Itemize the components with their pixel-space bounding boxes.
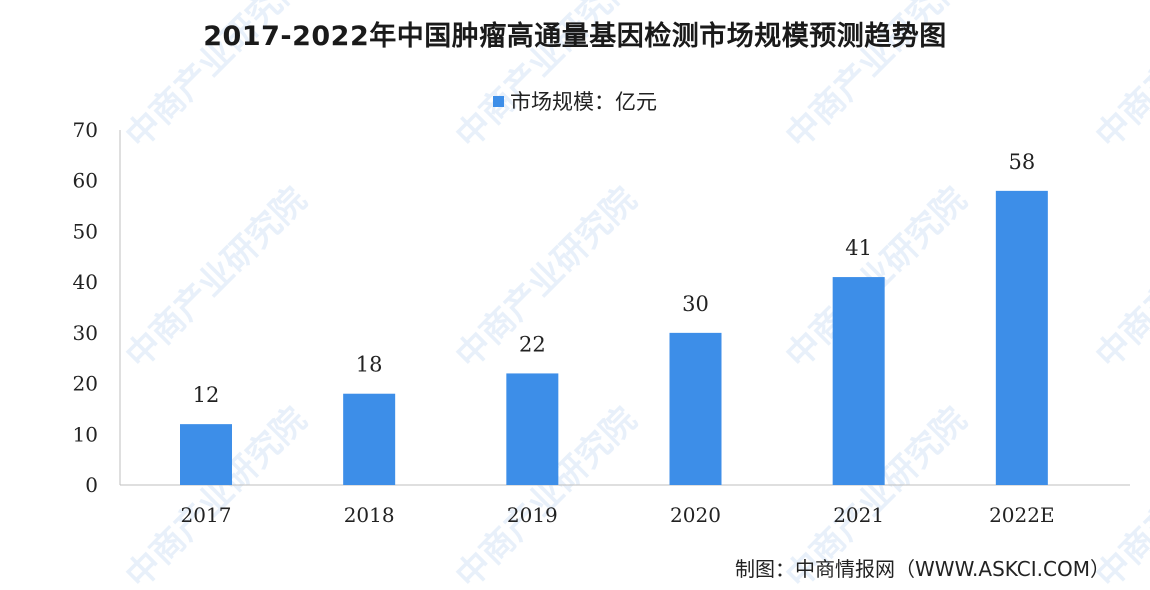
y-tick-label: 0 <box>85 473 98 497</box>
x-axis: 2017 2018 2019 2020 2021 2022E <box>120 484 1130 527</box>
bar <box>995 190 1048 485</box>
watermark-text: 中商产业研究院 <box>118 180 315 377</box>
x-tick-label: 2017 <box>181 503 232 527</box>
x-tick-label: 2020 <box>670 503 721 527</box>
x-tick-label: 2019 <box>507 503 558 527</box>
x-tick-label: 2018 <box>344 503 395 527</box>
y-tick-label: 50 <box>73 219 98 243</box>
y-tick-label: 40 <box>73 270 98 294</box>
bar <box>669 332 722 485</box>
x-tick-label: 2022E <box>989 503 1055 527</box>
legend-label: 市场规模：亿元 <box>510 90 657 114</box>
source-note: 制图：中商情报网（WWW.ASKCI.COM） <box>735 557 1110 581</box>
y-tick-label: 60 <box>73 169 98 193</box>
y-tick-label: 30 <box>73 321 98 345</box>
bar-labels-group: 12 18 22 30 41 58 <box>193 150 1036 407</box>
bar-value-label: 58 <box>1008 150 1035 174</box>
bar-value-label: 12 <box>193 383 220 407</box>
bar <box>506 373 559 485</box>
y-tick-label: 10 <box>73 422 98 446</box>
bar <box>180 424 232 485</box>
watermark-text: 中商产业研究院 <box>1088 180 1150 377</box>
bar-value-label: 30 <box>682 292 709 316</box>
bar-value-label: 18 <box>356 353 383 377</box>
chart-title: 2017-2022年中国肿瘤高通量基因检测市场规模预测趋势图 <box>203 21 947 52</box>
bars-group <box>180 190 1048 485</box>
y-axis: 0 10 20 30 40 50 60 70 <box>73 118 121 497</box>
bar <box>832 277 885 485</box>
y-tick-label: 70 <box>73 118 98 142</box>
y-tick-label: 20 <box>73 372 98 396</box>
watermark-text: 中商产业研究院 <box>448 180 645 377</box>
legend: 市场规模：亿元 <box>0 86 1150 116</box>
legend-swatch <box>493 96 504 107</box>
bar-value-label: 41 <box>845 236 872 260</box>
bar-value-label: 22 <box>519 332 546 356</box>
x-tick-label: 2021 <box>833 503 884 527</box>
bar <box>343 393 396 485</box>
